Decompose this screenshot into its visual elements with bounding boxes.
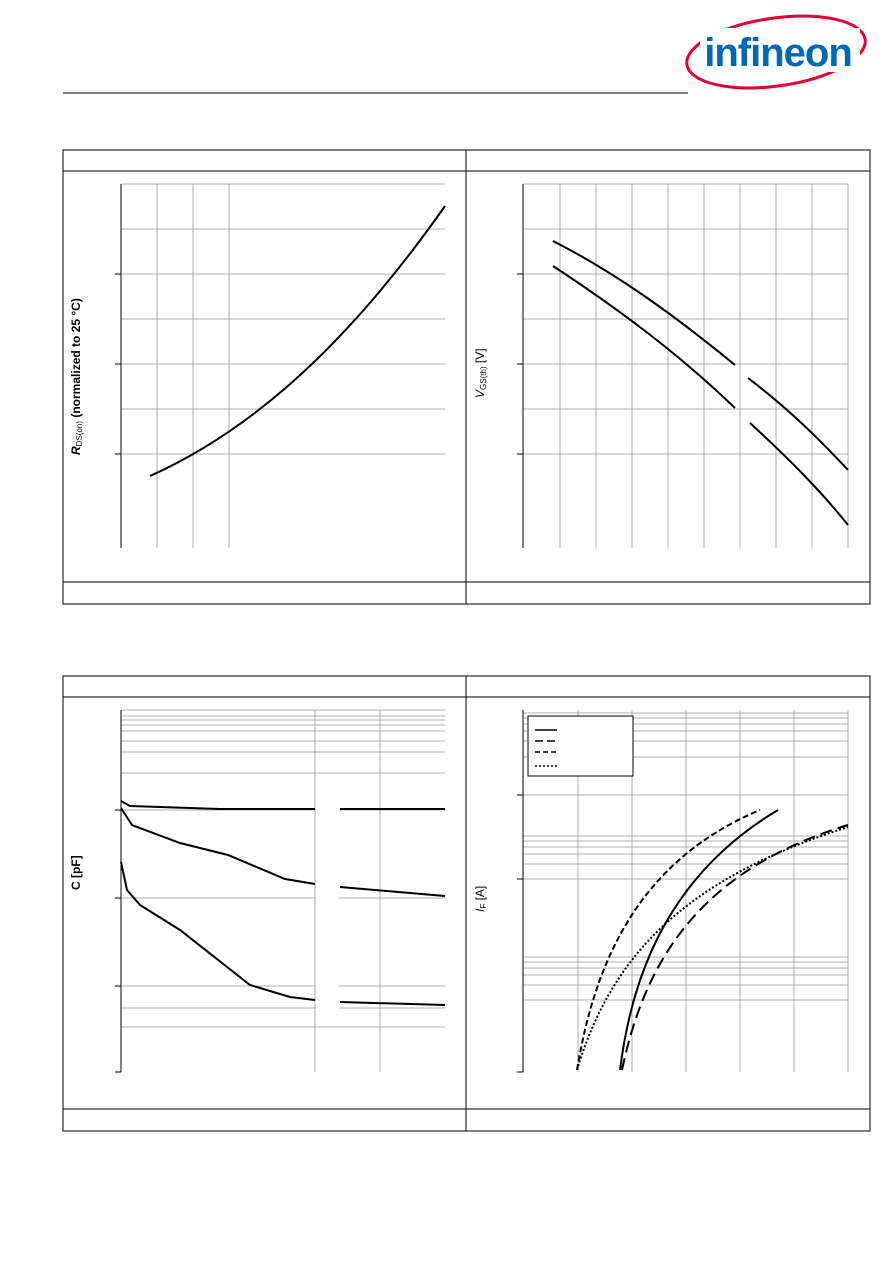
label-part: [pF] — [69, 855, 83, 878]
label-part: I — [473, 908, 487, 912]
label-part: [V] — [473, 348, 487, 363]
plot-2: VGS(th) [V] — [473, 183, 849, 548]
y-axis-label: VGS(th) [V] — [473, 348, 488, 398]
label-part: F — [479, 904, 488, 909]
label-part: DS(on) — [75, 421, 84, 447]
logo: infineon — [685, 14, 867, 90]
label-part: [A] — [473, 886, 487, 901]
plot-1: RDS(on) (normalized to 25 °C) — [69, 183, 446, 548]
y-axis-label: RDS(on) (normalized to 25 °C) — [69, 298, 84, 455]
panel-frame — [62, 149, 871, 605]
plot-3: C [pF] — [69, 709, 446, 1073]
y-axis-label: C [pF] — [69, 855, 83, 890]
logo-text: infineon — [704, 31, 852, 75]
legend — [527, 715, 634, 777]
label-part: V — [473, 389, 487, 398]
label-part: (normalized to 25 °C) — [69, 298, 83, 417]
label-part: GS(th) — [479, 366, 488, 390]
y-axis-label: IF [A] — [473, 886, 488, 912]
plot-4: IF [A] — [473, 710, 849, 1073]
label-part: R — [69, 446, 83, 455]
panel-frame — [62, 675, 871, 1132]
label-part: C — [69, 881, 83, 890]
